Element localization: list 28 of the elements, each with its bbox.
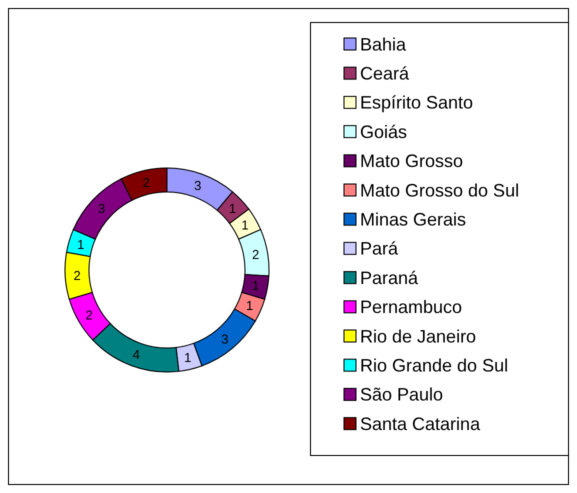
data-label: 2 <box>252 246 260 262</box>
legend-label: Minas Gerais <box>360 210 466 230</box>
data-label: 3 <box>194 178 202 193</box>
legend-label: São Paulo <box>360 384 444 405</box>
legend-label: Goiás <box>360 122 408 142</box>
data-label: 2 <box>74 268 81 283</box>
legend-label: Rio de Janeiro <box>360 326 476 346</box>
data-label: 4 <box>132 347 140 362</box>
data-label: 2 <box>142 174 150 190</box>
legend-label: Espírito Santo <box>360 92 474 113</box>
legend-label: Rio Grande do Sul <box>360 356 508 376</box>
legend-label: Bahia <box>360 34 408 54</box>
data-label: 1 <box>77 236 84 252</box>
data-label: 1 <box>184 350 192 366</box>
data-label: 1 <box>252 278 260 294</box>
legend-label: Paraná <box>360 268 420 288</box>
legend-label: Santa Catarina <box>360 414 482 434</box>
data-label: 1 <box>246 298 254 314</box>
legend-label: Ceará <box>360 64 410 84</box>
data-label: 1 <box>241 218 249 233</box>
legend-label: Mato Grosso do Sul <box>360 180 520 200</box>
legend-label: Pernambuco <box>360 297 462 318</box>
data-label: 3 <box>221 331 228 346</box>
data-label: 3 <box>98 200 106 216</box>
legend-label: Pará <box>360 238 400 259</box>
legend-label: Mato Grosso <box>360 151 464 172</box>
data-label: 1 <box>228 200 236 216</box>
data-label: 2 <box>85 308 93 323</box>
